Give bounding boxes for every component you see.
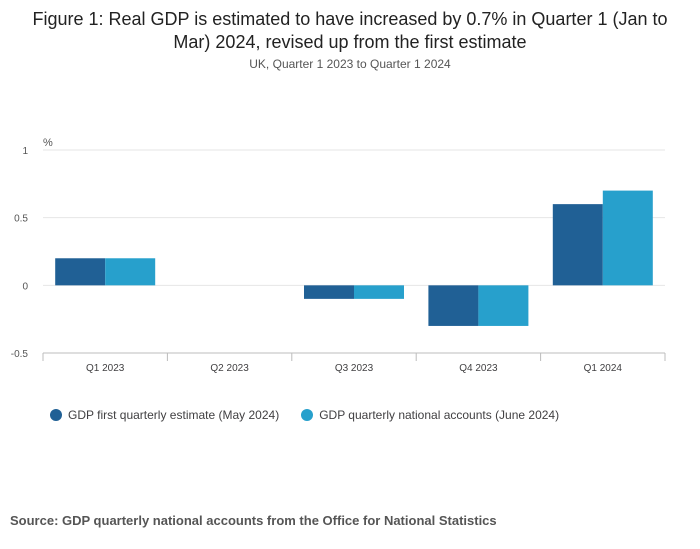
bar	[354, 285, 404, 299]
bar	[552, 204, 603, 286]
x-tick-label: Q1 2023	[86, 363, 125, 374]
bar	[428, 285, 479, 326]
x-tick-label: Q4 2023	[459, 363, 498, 374]
legend-label: GDP first quarterly estimate (May 2024)	[68, 408, 280, 422]
bar	[602, 190, 653, 286]
source-note: Source: GDP quarterly national accounts …	[10, 513, 497, 528]
chart-subtitle: UK, Quarter 1 2023 to Quarter 1 2024	[249, 57, 451, 71]
chart-legend: GDP first quarterly estimate (May 2024) G…	[50, 408, 559, 422]
x-tick-label: Q3 2023	[335, 363, 374, 374]
bar	[55, 258, 106, 286]
y-tick-label: 1	[22, 146, 28, 157]
legend-label: GDP quarterly national accounts (June 20…	[319, 408, 560, 422]
y-tick-label: 0.5	[14, 214, 28, 225]
legend-item: GDP first quarterly estimate (May 2024)	[50, 408, 279, 422]
legend-swatch-icon	[50, 409, 62, 421]
bar	[304, 285, 354, 299]
legend-item: GDP quarterly national accounts (June 20…	[301, 408, 559, 422]
chart-title: Figure 1: Real GDP is estimated to have …	[32, 9, 668, 52]
y-tick-label: 0	[22, 281, 28, 292]
x-tick-label: Q1 2024	[584, 363, 623, 374]
bar	[105, 258, 156, 286]
legend-swatch-icon	[301, 409, 314, 421]
y-tick-label: -0.5	[11, 349, 29, 360]
bar	[478, 285, 529, 326]
y-axis-unit: %	[43, 137, 53, 149]
x-tick-label: Q2 2023	[210, 363, 249, 374]
